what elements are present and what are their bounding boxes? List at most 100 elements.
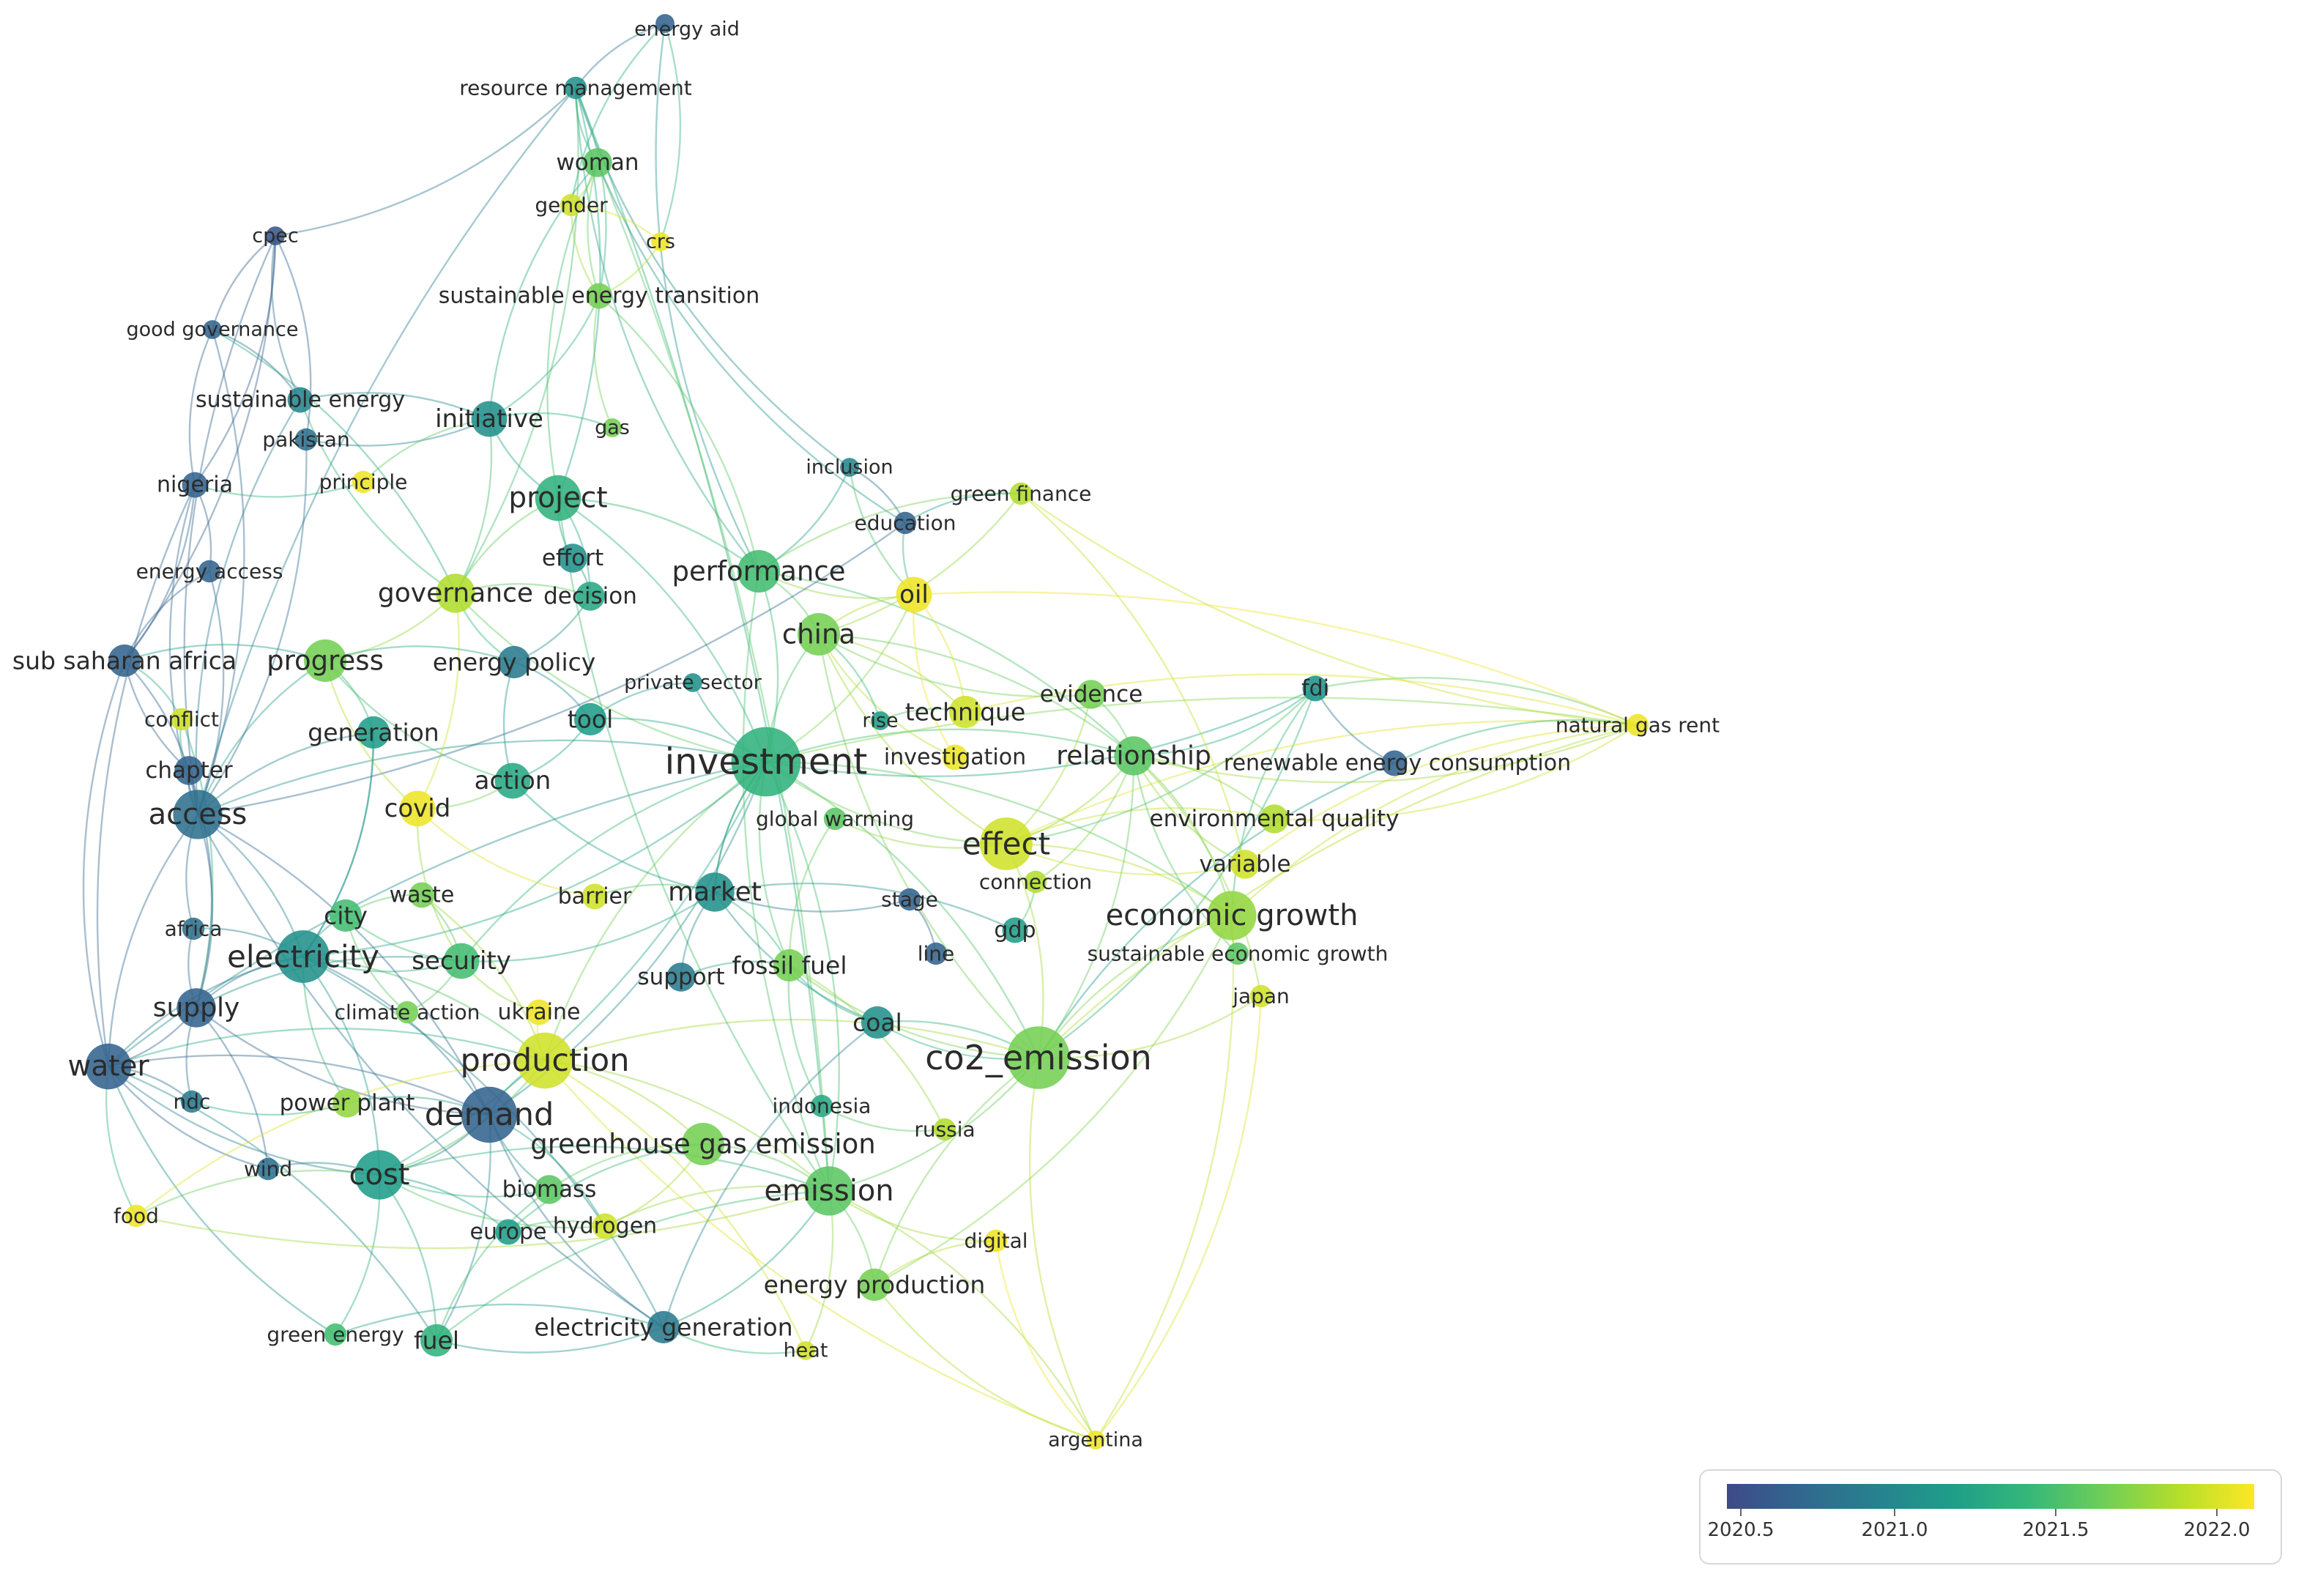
- node-water[interactable]: [85, 1043, 132, 1090]
- node-progress[interactable]: [304, 639, 346, 682]
- node-energy-aid[interactable]: [655, 14, 675, 33]
- node-project[interactable]: [535, 475, 581, 522]
- node-sub-saharan-africa[interactable]: [108, 644, 141, 678]
- node-fuel[interactable]: [420, 1324, 453, 1357]
- node-ukraine[interactable]: [526, 999, 552, 1025]
- network-edge: [196, 87, 576, 815]
- node-emission[interactable]: [804, 1166, 854, 1216]
- node-initiative[interactable]: [471, 401, 508, 437]
- node-education[interactable]: [893, 511, 917, 535]
- node-production[interactable]: [516, 1032, 573, 1089]
- node-fdi[interactable]: [1302, 675, 1328, 702]
- node-effect[interactable]: [980, 817, 1033, 870]
- node-electricity[interactable]: [277, 930, 330, 983]
- network-edge: [108, 1066, 269, 1170]
- node-action[interactable]: [494, 762, 531, 799]
- node-africa[interactable]: [182, 917, 205, 940]
- node-gas[interactable]: [603, 418, 622, 437]
- node-green-energy[interactable]: [324, 1323, 347, 1346]
- node-electricity-generation[interactable]: [647, 1310, 680, 1344]
- node-variable[interactable]: [1230, 850, 1260, 879]
- node-europe[interactable]: [495, 1219, 521, 1245]
- node-energy-production[interactable]: [858, 1268, 891, 1302]
- node-conflict[interactable]: [170, 708, 193, 731]
- network-edge: [1038, 688, 1317, 1058]
- node-ndc[interactable]: [180, 1090, 204, 1113]
- node-evidence[interactable]: [1077, 680, 1106, 709]
- node-sustainable-energy[interactable]: [287, 387, 313, 413]
- node-access[interactable]: [173, 790, 223, 839]
- network-edge: [758, 570, 1134, 757]
- node-decision[interactable]: [576, 582, 605, 611]
- node-cpec[interactable]: [266, 226, 285, 245]
- node-green-finance[interactable]: [1009, 482, 1033, 505]
- node-energy-policy[interactable]: [497, 645, 531, 679]
- node-sustainable-energy-transition[interactable]: [586, 283, 612, 309]
- node-food[interactable]: [125, 1204, 148, 1228]
- node-label: evidence: [1040, 681, 1143, 708]
- node-environmental-quality[interactable]: [1260, 804, 1289, 834]
- node-inclusion[interactable]: [840, 458, 859, 477]
- node-argentina[interactable]: [1086, 1430, 1105, 1450]
- node-nigeria[interactable]: [182, 472, 208, 498]
- node-private-sector[interactable]: [683, 673, 702, 692]
- node-pakistan[interactable]: [294, 428, 318, 451]
- node-performance[interactable]: [737, 550, 780, 593]
- node-label: connection: [979, 870, 1092, 894]
- node-good-governance[interactable]: [203, 320, 222, 339]
- node-greenhouse-gas-emission[interactable]: [682, 1123, 724, 1165]
- node-barrier[interactable]: [581, 883, 608, 910]
- node-security[interactable]: [443, 943, 480, 979]
- node-gender[interactable]: [560, 193, 583, 217]
- node-principle[interactable]: [352, 470, 375, 494]
- node-heat[interactable]: [796, 1341, 815, 1360]
- node-digital[interactable]: [984, 1229, 1008, 1252]
- network-edge: [1274, 724, 1638, 821]
- node-hydrogen[interactable]: [592, 1213, 618, 1239]
- node-climate-action[interactable]: [395, 1001, 419, 1024]
- node-label: climate action: [335, 1001, 480, 1025]
- node-rise[interactable]: [871, 711, 890, 730]
- node-market[interactable]: [695, 872, 735, 912]
- node-japan[interactable]: [1249, 984, 1273, 1008]
- node-china[interactable]: [798, 613, 840, 656]
- node-russia[interactable]: [933, 1118, 956, 1141]
- node-cost[interactable]: [354, 1150, 404, 1200]
- node-line[interactable]: [924, 942, 948, 965]
- node-investigation[interactable]: [942, 744, 968, 771]
- node-global-warming[interactable]: [823, 807, 847, 831]
- node-chapter[interactable]: [174, 756, 204, 785]
- node-generation[interactable]: [357, 716, 390, 749]
- node-resource-management[interactable]: [564, 76, 587, 100]
- node-governance[interactable]: [436, 574, 475, 613]
- node-fossil-fuel[interactable]: [773, 949, 806, 982]
- node-crs[interactable]: [651, 232, 670, 251]
- node-relationship[interactable]: [1114, 736, 1153, 776]
- node-economic-growth[interactable]: [1207, 891, 1257, 940]
- node-effort[interactable]: [558, 543, 587, 573]
- node-co2-emission[interactable]: [1007, 1026, 1070, 1089]
- node-connection[interactable]: [1024, 870, 1047, 894]
- node-waste[interactable]: [409, 882, 435, 908]
- node-support[interactable]: [666, 962, 696, 992]
- node-biomass[interactable]: [535, 1175, 564, 1204]
- node-investment[interactable]: [731, 727, 801, 797]
- node-coal[interactable]: [861, 1006, 894, 1039]
- node-gdp[interactable]: [1002, 917, 1028, 943]
- node-supply[interactable]: [176, 988, 216, 1028]
- node-renewable-energy-consumption[interactable]: [1381, 750, 1408, 776]
- node-sustainable-economic-growth[interactable]: [1226, 942, 1249, 965]
- node-stage[interactable]: [898, 888, 921, 911]
- node-covid[interactable]: [399, 790, 436, 827]
- node-power-plant[interactable]: [332, 1088, 362, 1118]
- node-indonesia[interactable]: [810, 1094, 833, 1118]
- node-energy-access[interactable]: [198, 560, 221, 583]
- node-demand[interactable]: [461, 1086, 518, 1143]
- node-oil[interactable]: [896, 576, 932, 613]
- node-tool[interactable]: [573, 702, 607, 736]
- node-wind[interactable]: [256, 1157, 280, 1181]
- node-city[interactable]: [329, 899, 363, 932]
- node-technique[interactable]: [948, 695, 982, 729]
- node-woman[interactable]: [583, 148, 612, 177]
- node-natural-gas-rent[interactable]: [1626, 713, 1649, 737]
